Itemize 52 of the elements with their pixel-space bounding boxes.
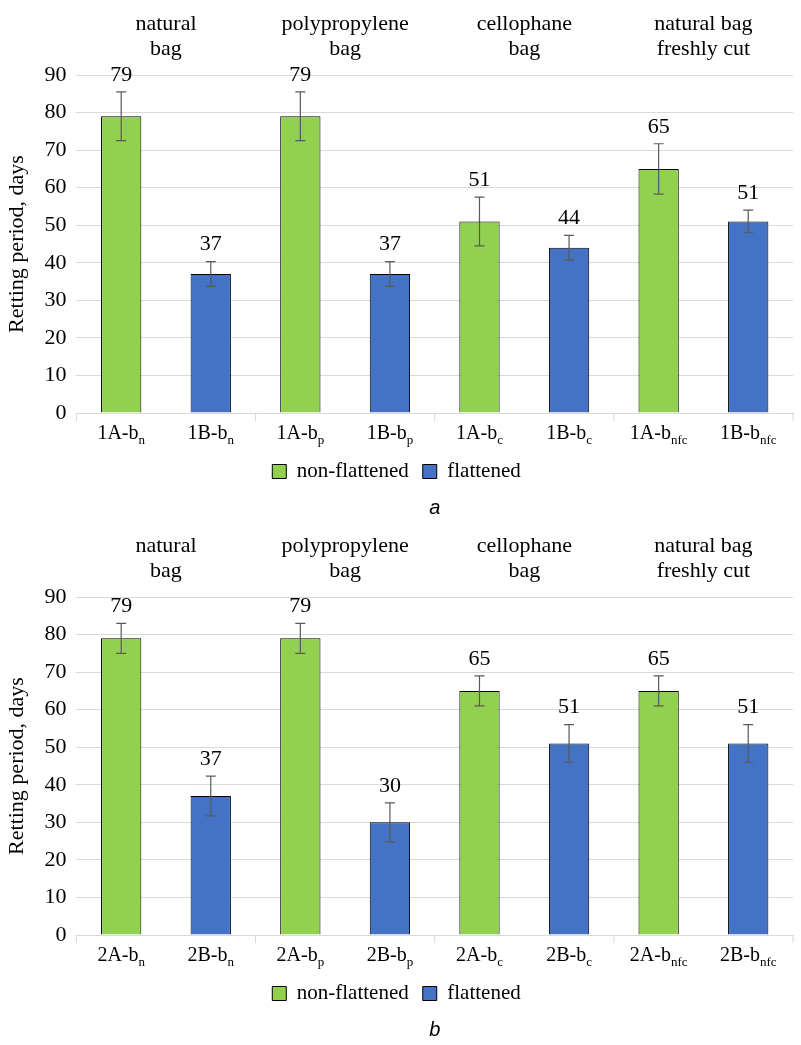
data-label: 51 [558,693,581,719]
data-label: 37 [378,230,401,256]
data-label: 79 [289,592,312,618]
data-label: 51 [468,165,491,191]
y-tick-label: 0 [55,398,67,424]
text: a [429,496,441,518]
y-tick-label: 70 [44,657,67,683]
data-label: 37 [199,230,222,256]
y-tick-label: 90 [44,60,67,86]
text: natural bag [135,10,197,60]
data-label: 30 [378,771,401,797]
y-tick-label: 60 [44,695,67,721]
data-label: 79 [289,60,312,86]
legend-label: non-flattened [296,458,410,483]
y-tick-label: 40 [44,770,67,796]
y-tick-label: 50 [44,211,67,236]
y-tick-label: 40 [44,248,67,274]
text: cellophane bag [476,532,572,582]
y-tick-label: 80 [44,98,67,124]
data-label: 51 [737,178,760,204]
y-tick-label: 0 [55,920,67,946]
y-tick-label: 30 [44,286,67,312]
text: polypropylene bag [281,10,409,60]
legend-label: non-flattened [296,980,410,1005]
y-tick-label: 70 [44,135,67,161]
data-label: 65 [468,644,491,670]
data-label: 51 [737,693,760,719]
text: b [429,1018,441,1040]
y-tick-label: 10 [44,361,67,387]
y-tick-label: 30 [44,808,67,834]
data-label: 79 [110,60,133,86]
text: natural bag [135,532,197,582]
legend-label: flattened [447,458,522,483]
y-tick-label: 60 [44,173,67,199]
data-label: 65 [647,112,670,138]
text: polypropylene bag [281,532,409,582]
text: cellophane bag [476,10,572,60]
y-axis-title: Retting period, days [2,155,28,333]
data-label: 65 [647,644,670,670]
y-tick-label: 50 [44,733,67,758]
y-tick-label: 20 [44,323,67,349]
y-tick-label: 90 [44,582,67,608]
data-label: 79 [110,592,133,618]
y-axis-title: Retting period, days [2,677,28,855]
data-label: 44 [558,204,581,230]
y-tick-label: 80 [44,620,67,646]
legend-label: flattened [447,980,522,1005]
y-tick-label: 10 [44,883,67,909]
data-label: 37 [199,744,222,770]
text: natural bag freshly cut [654,532,753,582]
y-tick-label: 20 [44,845,67,871]
text: natural bag freshly cut [654,10,753,60]
